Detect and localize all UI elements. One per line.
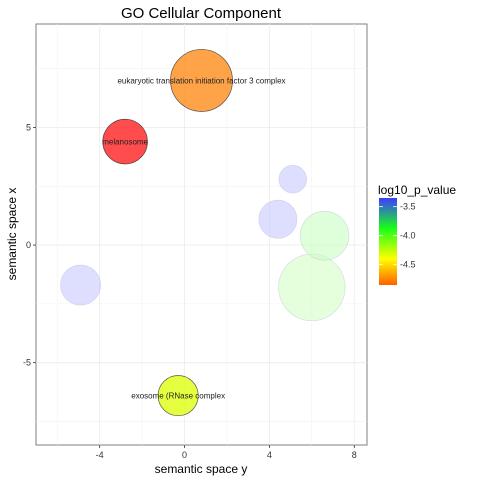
bubble — [278, 165, 307, 194]
bubble — [258, 199, 298, 239]
legend-tick-label: -4.0 — [400, 231, 416, 241]
y-tick-label: 5 — [26, 122, 31, 132]
x-tick-label: -4 — [96, 450, 104, 460]
bubble — [278, 253, 346, 322]
color-legend: log10_p_value -3.5 -4.0 -4.5 — [378, 183, 456, 285]
bubble — [170, 49, 233, 112]
bubble — [157, 375, 199, 417]
legend-ticks: -3.5 -4.0 -4.5 — [379, 202, 416, 270]
y-tick-label: 0 — [26, 240, 31, 250]
bubble-labels: eukaryotic translation initiation factor… — [102, 76, 285, 400]
chart-title: GO Cellular Component — [121, 5, 282, 22]
bubble-label: exosome (RNase complex — [131, 392, 225, 401]
x-axis-title: semantic space y — [155, 462, 248, 476]
y-tick-label: -5 — [23, 358, 31, 368]
legend-colorbar — [379, 198, 397, 285]
bubble-label: eukaryotic translation initiation factor… — [117, 76, 285, 85]
axis-ticks: -4 0 4 8 -5 0 5 — [23, 122, 357, 460]
bubble — [299, 210, 350, 261]
legend-title: log10_p_value — [378, 183, 456, 197]
legend-tick-label: -4.5 — [400, 260, 416, 270]
y-axis-title: semantic space x — [5, 188, 19, 281]
bubble-label: melanosome — [102, 138, 148, 147]
bubbles — [60, 49, 350, 417]
x-tick-label: 0 — [182, 450, 187, 460]
bubble — [102, 118, 148, 165]
bubble — [60, 264, 102, 306]
x-tick-label: 4 — [267, 450, 272, 460]
x-tick-label: 8 — [352, 450, 357, 460]
legend-tick-label: -3.5 — [400, 202, 416, 212]
